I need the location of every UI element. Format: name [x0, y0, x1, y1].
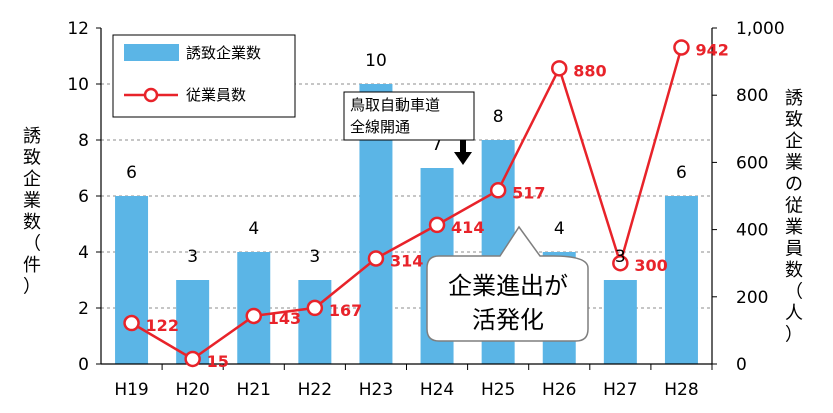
legend-line-marker	[143, 87, 159, 103]
legend-label-bars: 誘致企業数	[186, 44, 261, 62]
x-tick-label: H21	[237, 380, 271, 400]
bar-value-label: 6	[126, 163, 137, 183]
y-right-axis-title-char: （	[785, 282, 803, 303]
line-point-marker	[612, 254, 629, 272]
bar-value-label: 10	[365, 51, 387, 71]
annotation-text-line: 全線開通	[350, 118, 410, 136]
y-right-tick-label: 200	[736, 288, 768, 308]
line-point-marker	[245, 307, 262, 325]
y-right-axis-title-char: 致	[785, 110, 803, 131]
bar	[664, 196, 698, 364]
y-right-axis-title-char: 企	[785, 131, 803, 152]
annotation-text-line: 鳥取自動車道	[350, 96, 440, 114]
x-tick-label: H20	[175, 380, 209, 400]
data-labels: 6 3 4 3 10 7 8 4 3 6 122 15 143 167 314 414 517 880 300 942	[126, 40, 729, 370]
bar-value-label: 3	[615, 247, 626, 267]
x-tick-label: H26	[542, 380, 576, 400]
y-left-axis-title-char: ）	[23, 277, 41, 298]
line-value-label: 517	[512, 183, 545, 202]
y-right-axis-title-char: 業	[785, 217, 803, 238]
bar	[603, 280, 637, 364]
bar-value-label: 8	[493, 107, 504, 127]
bar-value-label: 7	[432, 135, 443, 155]
y-right-axis-title-char: の	[785, 174, 803, 195]
bar-value-label: 3	[309, 247, 320, 267]
line-value-label: 122	[146, 316, 179, 335]
y-left-tick-label: 6	[78, 187, 89, 207]
y-right-axis-title-char: 数	[785, 260, 803, 281]
line-point-marker	[428, 216, 446, 234]
y-right-axis-title-char: 誘	[785, 88, 803, 109]
y-left-tick-label: 10	[67, 75, 89, 95]
y-right-tick-label: 1,000	[736, 19, 785, 39]
x-tick-label: H19	[114, 380, 148, 400]
callout-text-line: 活発化	[472, 306, 544, 334]
line-value-label: 880	[573, 61, 606, 80]
annotation-box	[343, 91, 475, 141]
bar-value-label: 4	[248, 219, 259, 239]
y-left-axis-title-char: 企	[23, 169, 41, 190]
line-point-marker	[184, 350, 201, 368]
y-left-axis-title-char: 誘	[23, 126, 41, 147]
bar	[115, 196, 149, 364]
y-right-tick-label: 800	[736, 86, 768, 106]
callout-shape	[426, 225, 589, 342]
line-point-marker	[367, 250, 385, 267]
x-tick-label: H23	[359, 380, 393, 400]
line-point-marker	[551, 60, 568, 77]
y-left-axis-title-char: 件	[23, 255, 41, 276]
y-right-tick-label: 0	[736, 355, 747, 375]
bar-value-label: 6	[676, 163, 687, 183]
y-left-tick-label: 8	[78, 131, 89, 151]
line-value-label: 414	[451, 218, 484, 237]
line-series	[123, 39, 690, 368]
y-left-tick-label: 12	[67, 19, 89, 39]
bar	[298, 280, 332, 364]
highway-annotation: 鳥取自動車道 全線開通	[343, 91, 475, 165]
legend-bar-swatch	[124, 44, 179, 61]
line-point-marker	[489, 182, 507, 199]
y-left-axis-title-char: 致	[23, 148, 41, 169]
legend-label-line: 従業員数	[186, 86, 246, 104]
bar-value-label: 3	[187, 247, 198, 267]
y-right-axis-title-char: 従	[785, 196, 803, 217]
y-right-axis-title-char: 業	[785, 153, 803, 174]
down-arrow-icon	[454, 140, 472, 165]
y-right-tick-label: 600	[736, 153, 768, 173]
line-value-label: 167	[329, 301, 362, 320]
y-left-axis-title-char: （	[23, 234, 41, 255]
y-left-axis-title-char: 数	[23, 212, 41, 233]
callout-text-line: 企業進出が	[448, 272, 568, 300]
y-left-axis-title-char: 業	[23, 191, 41, 212]
line-value-label: 15	[207, 352, 229, 371]
y-right-axis-title-char: 員	[785, 239, 803, 260]
x-tick-label: H22	[298, 380, 332, 400]
bar-value-label: 4	[554, 219, 565, 239]
y-left-tick-label: 2	[78, 299, 89, 319]
callout-bubble: 企業進出が 活発化	[426, 225, 589, 342]
line-value-label: 314	[390, 251, 423, 270]
y-right-axis-title-char: ）	[785, 325, 803, 346]
line-point-marker	[673, 39, 690, 56]
x-tick-label: H24	[420, 380, 454, 400]
x-tick-label: H27	[603, 380, 637, 400]
axes: 0 2 4 6 8 10 12 0 200 400 600 800 1,000 H19 H20 H21 H22 H…	[67, 19, 784, 400]
line-value-label: 942	[695, 40, 728, 59]
employees-line	[130, 47, 683, 361]
legend: 誘致企業数 従業員数	[112, 34, 296, 118]
x-tick-label: H25	[481, 380, 515, 400]
x-tick-label: H28	[664, 380, 698, 400]
line-point-marker	[123, 314, 140, 332]
line-value-label: 300	[634, 256, 667, 275]
y-left-tick-label: 0	[78, 355, 89, 375]
y-right-tick-label: 400	[736, 221, 768, 241]
y-left-tick-label: 4	[78, 243, 89, 263]
line-value-label: 143	[268, 309, 301, 328]
line-point-marker	[306, 299, 324, 317]
y-right-axis-title-char: 人	[785, 303, 803, 324]
